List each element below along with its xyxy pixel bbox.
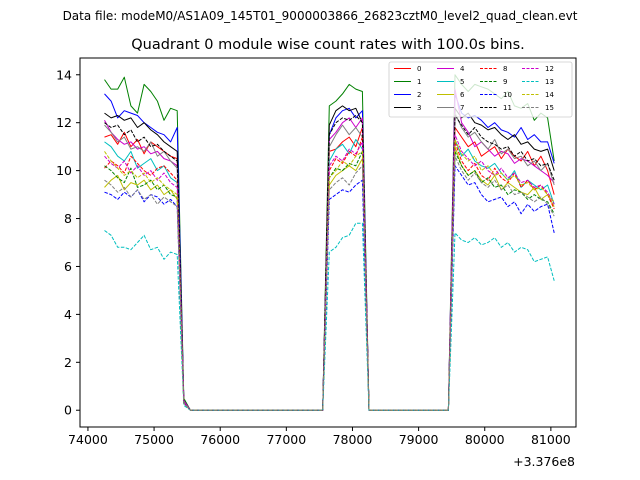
y-tick-label: 14 — [56, 67, 72, 82]
legend-item-7: 7 — [437, 104, 464, 112]
axes-frame — [79, 57, 577, 428]
y-tick-label: 12 — [56, 115, 72, 130]
x-tick-label: 74000 — [68, 432, 108, 447]
series-line-8 — [104, 136, 555, 411]
x-tick-label: 76000 — [200, 432, 240, 447]
series-line-15 — [104, 155, 555, 411]
legend-item-8: 8 — [480, 65, 507, 73]
legend-label: 0 — [417, 65, 421, 73]
legend-item-11: 11 — [480, 104, 512, 112]
legend-item-10: 10 — [480, 91, 512, 99]
legend-item-5: 5 — [437, 78, 464, 86]
x-tick-label: 78000 — [333, 432, 373, 447]
series-line-6 — [104, 146, 555, 411]
legend-item-13: 13 — [522, 78, 554, 86]
legend-item-12: 12 — [522, 65, 554, 73]
series-line-12 — [104, 134, 555, 411]
legend-label: 7 — [460, 104, 464, 112]
x-offset-label: +3.376e8 — [513, 454, 575, 469]
x-tick-label: 80000 — [465, 432, 505, 447]
x-tick-label: 77000 — [266, 432, 306, 447]
series-line-14 — [104, 139, 555, 411]
series-line-10 — [104, 165, 555, 411]
x-tick-label: 81000 — [531, 432, 571, 447]
legend-label: 9 — [503, 78, 507, 86]
series-line-13 — [104, 222, 555, 411]
legend-label: 11 — [503, 104, 512, 112]
legend-label: 8 — [503, 65, 507, 73]
legend-item-1: 1 — [394, 78, 421, 86]
x-tick-label: 79000 — [399, 432, 439, 447]
series-line-11 — [104, 115, 555, 411]
legend-item-0: 0 — [394, 65, 421, 73]
legend-label: 13 — [545, 78, 554, 86]
legend-item-2: 2 — [394, 91, 421, 99]
y-tick-label: 4 — [64, 307, 72, 322]
legend-box — [388, 61, 573, 118]
y-tick-label: 6 — [64, 259, 72, 274]
legend-item-15: 15 — [522, 104, 554, 112]
legend-label: 1 — [417, 78, 421, 86]
legend-item-6: 6 — [437, 91, 465, 99]
legend-item-9: 9 — [480, 78, 507, 86]
y-tick-label: 2 — [64, 355, 72, 370]
series-line-7 — [104, 112, 555, 411]
legend-label: 5 — [460, 78, 464, 86]
y-tick-label: 8 — [64, 211, 72, 226]
legend-label: 14 — [545, 91, 554, 99]
plot-area — [104, 74, 555, 411]
series-line-4 — [104, 88, 555, 411]
data-file-suptitle: Data file: modeM0/AS1A09_145T01_90000038… — [63, 9, 578, 23]
legend-label: 3 — [417, 104, 421, 112]
chart-title: Quadrant 0 module wise count rates with … — [131, 37, 525, 53]
x-tick-label: 75000 — [134, 432, 174, 447]
legend-label: 4 — [460, 65, 465, 73]
series-line-3 — [104, 105, 555, 411]
legend-item-4: 4 — [437, 65, 465, 73]
legend-item-3: 3 — [394, 104, 421, 112]
legend-item-14: 14 — [522, 91, 554, 99]
legend-label: 10 — [503, 91, 512, 99]
legend-label: 12 — [545, 65, 554, 73]
axis-ticks: 74000 75000 76000 77000 78000 79000 80000 81000… — [56, 67, 571, 447]
series-line-5 — [104, 139, 555, 411]
legend-label: 15 — [545, 104, 554, 112]
legend-label: 6 — [460, 91, 465, 99]
y-tick-label: 0 — [64, 403, 72, 418]
legend-label: 2 — [417, 91, 421, 99]
y-tick-label: 10 — [56, 163, 72, 178]
